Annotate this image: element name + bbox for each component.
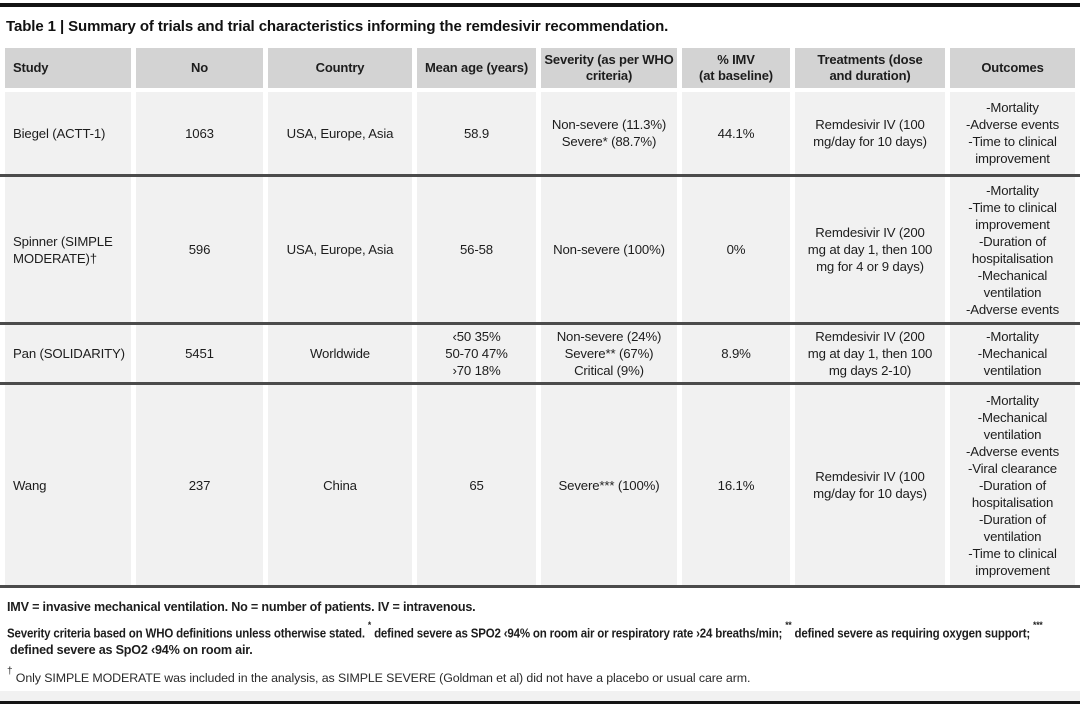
cell-study: Pan (SOLIDARITY)	[5, 325, 131, 382]
cell-severity: Severe*** (100%)	[541, 385, 677, 585]
cell-imv: 44.1%	[682, 92, 790, 174]
cell-imv: 0%	[682, 177, 790, 322]
cell-no: 1063	[136, 92, 263, 174]
column-header-study: Study	[5, 48, 131, 88]
cell-study: Spinner (SIMPLE MODERATE)†	[5, 177, 131, 322]
table-row: Wang 237 China 65 Severe*** (100%) 16.1%…	[0, 385, 1080, 588]
column-header-severity: Severity (as per WHO criteria)	[541, 48, 677, 88]
cell-no: 596	[136, 177, 263, 322]
cell-country: Worldwide	[268, 325, 412, 382]
cell-treatments: Remdesivir IV (100 mg/day for 10 days)	[795, 385, 945, 585]
column-header-no: No	[136, 48, 263, 88]
footnote-abbreviations: IMV = invasive mechanical ventilation. N…	[7, 600, 476, 614]
cell-outcomes: -Mortality -Mechanical ventilation -Adve…	[950, 385, 1075, 585]
asterisk-single: *	[367, 620, 372, 631]
cell-imv: 16.1%	[682, 385, 790, 585]
dagger-symbol: †	[7, 666, 13, 678]
cell-severity: Non-severe (11.3%) Severe* (88.7%)	[541, 92, 677, 174]
cell-no: 5451	[136, 325, 263, 382]
column-header-outcomes: Outcomes	[950, 48, 1075, 88]
column-header-mean-age: Mean age (years)	[417, 48, 536, 88]
footnote-severity-seg2: defined severe as requiring oxygen suppo…	[791, 625, 1034, 641]
cell-mean-age: 65	[417, 385, 536, 585]
cell-treatments: Remdesivir IV (200 mg at day 1, then 100…	[795, 177, 945, 322]
table-bottom-rule	[0, 691, 1080, 704]
cell-country: USA, Europe, Asia	[268, 177, 412, 322]
cell-imv: 8.9%	[682, 325, 790, 382]
footnotes-section: IMV = invasive mechanical ventilation. N…	[0, 588, 1080, 685]
table-row: Biegel (ACTT-1) 1063 USA, Europe, Asia 5…	[0, 92, 1080, 177]
footnote-severity-criteria: Severity criteria based on WHO definitio…	[7, 620, 1043, 641]
cell-severity: Non-severe (24%) Severe** (67%) Critical…	[541, 325, 677, 382]
cell-outcomes: -Mortality -Time to clinical improvement…	[950, 177, 1075, 322]
cell-mean-age: ‹50 35% 50-70 47% ›70 18%	[417, 325, 536, 382]
cell-study: Wang	[5, 385, 131, 585]
table-top-rule	[0, 3, 1080, 7]
footnote-dagger-text: Only SIMPLE MODERATE was included in the…	[12, 671, 751, 686]
cell-no: 237	[136, 385, 263, 585]
cell-country: China	[268, 385, 412, 585]
cell-outcomes: -Mortality -Mechanical ventilation	[950, 325, 1075, 382]
table-title: Table 1 | Summary of trials and trial ch…	[6, 18, 669, 35]
asterisk-triple: ***	[1033, 620, 1043, 631]
column-header-country: Country	[268, 48, 412, 88]
asterisk-double: **	[785, 620, 792, 631]
table-row: Spinner (SIMPLE MODERATE)† 596 USA, Euro…	[0, 177, 1080, 325]
cell-severity: Non-severe (100%)	[541, 177, 677, 322]
footnote-dagger: † Only SIMPLE MODERATE was included in t…	[7, 666, 1073, 686]
footnote-severity-lead: Severity criteria based on WHO definitio…	[7, 625, 368, 641]
column-header-treatments: Treatments (dose and duration)	[795, 48, 945, 88]
cell-mean-age: 58.9	[417, 92, 536, 174]
footnote-severity-criteria-cont: defined severe as SpO2 ‹94% on room air.	[10, 643, 253, 658]
cell-study: Biegel (ACTT-1)	[5, 92, 131, 174]
bottom-strip	[0, 691, 1080, 701]
cell-country: USA, Europe, Asia	[268, 92, 412, 174]
cell-mean-age: 56-58	[417, 177, 536, 322]
cell-outcomes: -Mortality -Adverse events -Time to clin…	[950, 92, 1075, 174]
cell-treatments: Remdesivir IV (200 mg at day 1, then 100…	[795, 325, 945, 382]
table-row: Pan (SOLIDARITY) 5451 Worldwide ‹50 35% …	[0, 325, 1080, 385]
footnote-severity-seg1: defined severe as SPO2 ‹94% on room air …	[371, 625, 786, 641]
column-header-imv: % IMV (at baseline)	[682, 48, 790, 88]
cell-treatments: Remdesivir IV (100 mg/day for 10 days)	[795, 92, 945, 174]
header-row: Study No Country Mean age (years) Severi…	[0, 48, 1080, 88]
